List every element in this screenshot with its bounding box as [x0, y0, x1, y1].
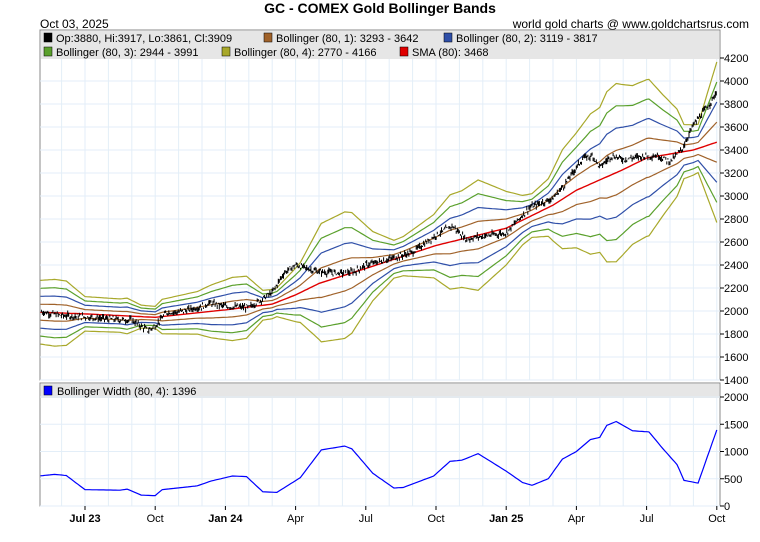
x-tick-label: Oct	[147, 513, 164, 525]
bollinger-band-3-upper	[40, 81, 718, 310]
y-tick-label: 2400	[724, 260, 748, 272]
chart-title: GC - COMEX Gold Bollinger Bands	[264, 0, 496, 16]
bollinger-band-2-lower	[40, 159, 718, 330]
legend-label: Bollinger Width (80, 4): 1396	[57, 386, 196, 398]
source-credit: world gold charts @ www.goldchartsrus.co…	[512, 17, 749, 31]
legend-swatch	[443, 32, 453, 43]
x-tick-label: Jul	[359, 513, 373, 525]
bollinger-band-2-upper	[40, 101, 718, 313]
y-tick-label: 2000	[724, 392, 748, 404]
x-tick-label: Oct	[427, 513, 444, 525]
y-tick-label: 1000	[724, 447, 748, 459]
x-tick-label: Apr	[568, 513, 585, 525]
y-tick-label: 1800	[724, 329, 748, 341]
y-tick-label: 3200	[724, 168, 748, 180]
legend-swatch	[43, 32, 53, 43]
x-tick-label: Jul 23	[69, 513, 100, 525]
legend-swatch	[263, 32, 273, 43]
sma-line	[40, 141, 718, 319]
legend-label: Bollinger (80, 4): 2770 - 4166	[234, 47, 376, 59]
legend-label: SMA (80): 3468	[412, 47, 488, 59]
width-panel	[39, 382, 721, 507]
y-tick-label: 500	[724, 474, 742, 486]
y-tick-label: 3800	[724, 99, 748, 111]
price-panel	[39, 29, 721, 381]
bollinger-band-3-lower	[40, 165, 718, 339]
y-tick-label: 2800	[724, 214, 748, 226]
legend-label: Op:3880, Hi:3917, Lo:3861, Cl:3909	[56, 33, 232, 45]
chart-date: Oct 03, 2025	[40, 17, 109, 31]
y-tick-label: 3000	[724, 191, 748, 203]
y-tick-label: 1400	[724, 375, 748, 387]
y-tick-label: 2600	[724, 237, 748, 249]
x-tick-label: Jul	[640, 513, 654, 525]
y-tick-label: 1600	[724, 352, 748, 364]
bollinger-band-4-upper	[40, 61, 718, 308]
legend-swatch	[43, 46, 53, 57]
width-legend-band	[41, 384, 719, 398]
x-tick-label: Oct	[708, 513, 725, 525]
legend-label: Bollinger (80, 3): 2944 - 3991	[56, 47, 198, 59]
y-tick-label: 4000	[724, 76, 748, 88]
legend-label: Bollinger (80, 1): 3293 - 3642	[276, 33, 418, 45]
x-tick-label: Jan 24	[208, 513, 243, 525]
y-tick-label: 2000	[724, 306, 748, 318]
x-tick-label: Jan 25	[489, 513, 523, 525]
legend-swatch	[221, 46, 231, 57]
legend-swatch	[399, 46, 409, 57]
y-tick-label: 3400	[724, 145, 748, 157]
bollinger-width-line	[40, 420, 718, 497]
bollinger-band-1-lower	[40, 153, 718, 322]
y-tick-label: 3600	[724, 122, 748, 134]
y-tick-label: 0	[724, 501, 730, 513]
price-legend-band	[41, 31, 719, 59]
legend-label: Bollinger (80, 2): 3119 - 3817	[456, 33, 598, 45]
x-tick-label: Apr	[287, 513, 304, 525]
y-tick-label: 4200	[724, 53, 748, 65]
bollinger-band-1-upper	[40, 121, 718, 316]
y-tick-label: 1500	[724, 419, 748, 431]
y-tick-label: 2200	[724, 283, 748, 295]
legend-swatch	[43, 385, 53, 396]
price-bars	[40, 91, 717, 334]
